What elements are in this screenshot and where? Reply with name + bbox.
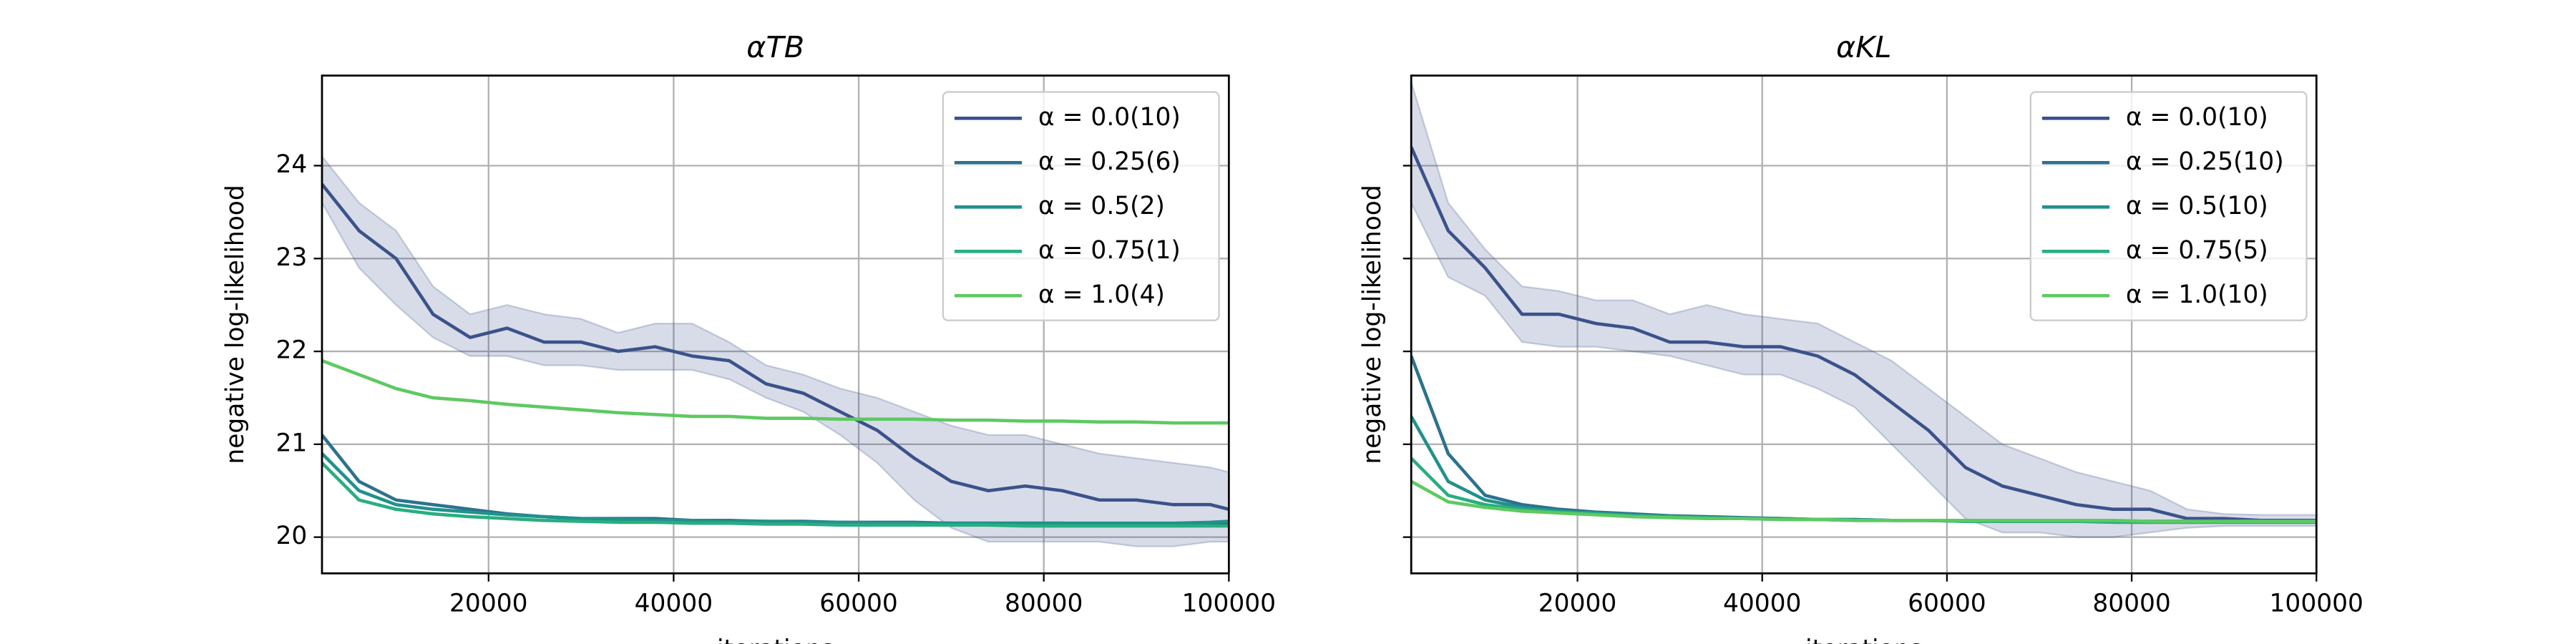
x-tick-label: 60000 bbox=[1908, 589, 1986, 618]
chart-title: αTB bbox=[746, 30, 804, 64]
x-tick-label: 20000 bbox=[1538, 589, 1617, 618]
x-tick-label: 40000 bbox=[635, 589, 713, 618]
legend-label: α = 0.25(6) bbox=[1038, 147, 1181, 176]
x-tick-label: 60000 bbox=[819, 589, 898, 618]
plot-area bbox=[1411, 82, 2317, 538]
series-line bbox=[322, 183, 1229, 511]
y-tick-label: 21 bbox=[276, 429, 308, 457]
legend: α = 0.0(10) α = 0.25(10) α = 0.5(10) α = 0.… bbox=[2029, 91, 2308, 321]
legend-label: α = 1.0(10) bbox=[2126, 280, 2268, 309]
series-line bbox=[1411, 146, 2317, 522]
legend-label: α = 0.0(10) bbox=[2126, 103, 2268, 132]
series-line bbox=[322, 452, 1229, 525]
x-tick-label: 40000 bbox=[1723, 589, 1802, 618]
confidence-band bbox=[1411, 82, 2317, 538]
y-tick-label: 24 bbox=[276, 150, 308, 179]
axes-frame bbox=[321, 74, 1230, 575]
x-tick-label: 20000 bbox=[449, 589, 528, 618]
x-tick-label: 100000 bbox=[1182, 589, 1276, 618]
x-tick-label: 80000 bbox=[1005, 589, 1083, 618]
legend-label: α = 1.0(4) bbox=[1038, 280, 1165, 309]
x-axis-label: iterations bbox=[717, 635, 834, 644]
series-line bbox=[1411, 479, 2317, 523]
legend-box bbox=[942, 91, 1220, 321]
subplot: 20000 40000 60000 80000 100000 20 21 22 23 24 αTB i… bbox=[221, 30, 1276, 644]
y-tick-label: 23 bbox=[276, 243, 308, 272]
series-line bbox=[322, 358, 1229, 425]
y-tick-label: 22 bbox=[276, 336, 308, 365]
legend-label: α = 0.25(10) bbox=[2126, 147, 2284, 176]
y-axis-label: negative log-likelihood bbox=[1358, 185, 1387, 464]
legend-box bbox=[2029, 91, 2308, 321]
legend-label: α = 0.0(10) bbox=[1038, 103, 1181, 132]
axes-frame bbox=[1410, 74, 2318, 575]
chart-title: αKL bbox=[1836, 30, 1891, 64]
subplot: 20000 40000 60000 80000 100000 αKL iterations n… bbox=[1358, 30, 2363, 644]
y-tick-label: 20 bbox=[276, 522, 308, 550]
x-tick-label: 100000 bbox=[2270, 589, 2363, 618]
legend-label: α = 0.5(2) bbox=[1038, 192, 1165, 220]
x-tick-label: 80000 bbox=[2092, 589, 2171, 618]
y-axis-label: negative log-likelihood bbox=[221, 185, 250, 464]
legend-label: α = 0.75(1) bbox=[1038, 236, 1181, 265]
series-line bbox=[322, 462, 1229, 528]
x-axis-label: iterations bbox=[1805, 635, 1922, 644]
plot-area bbox=[322, 155, 1229, 547]
confidence-band bbox=[322, 155, 1229, 547]
legend-label: α = 0.5(10) bbox=[2126, 192, 2268, 220]
legend: α = 0.0(10) α = 0.25(6) α = 0.5(2) α = 0.75… bbox=[942, 91, 1220, 321]
legend-label: α = 0.75(5) bbox=[2126, 236, 2268, 265]
